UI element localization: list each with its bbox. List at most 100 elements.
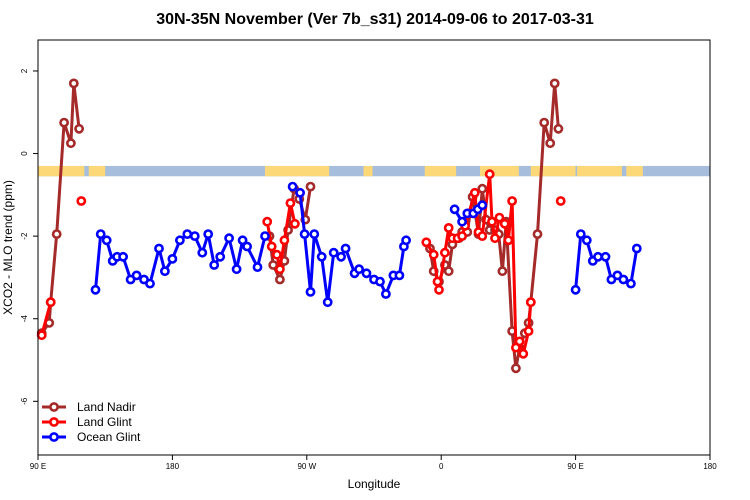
data-point <box>507 196 517 206</box>
data-point <box>174 235 185 246</box>
data-point <box>484 169 495 180</box>
legend-marker <box>49 402 59 412</box>
y-tick-label: -2 <box>20 232 29 240</box>
data-point <box>443 222 454 233</box>
data-point <box>189 231 200 241</box>
data-point <box>477 183 488 194</box>
data-point <box>237 235 248 246</box>
data-point <box>570 284 581 295</box>
data-point <box>549 78 560 89</box>
land-band-segment <box>626 165 643 177</box>
data-point <box>421 237 432 248</box>
x-axis: 90 E 180 90 W 0 90 E 180 <box>30 455 717 471</box>
data-point <box>575 229 586 239</box>
data-point <box>268 260 279 270</box>
data-point <box>305 286 316 297</box>
data-point <box>401 235 411 246</box>
data-point <box>532 229 543 239</box>
data-point <box>328 247 339 258</box>
data-point <box>354 264 364 275</box>
data-point <box>36 330 47 341</box>
data-point <box>316 251 327 262</box>
data-point <box>90 284 101 295</box>
data-point <box>618 274 629 285</box>
data-point <box>497 266 508 277</box>
data-point <box>449 204 460 215</box>
series-line <box>40 301 53 336</box>
legend-marker <box>49 432 59 442</box>
data-point <box>101 235 112 246</box>
legend-label: Land Nadir <box>77 400 136 414</box>
data-point <box>518 348 529 359</box>
series-land-glint <box>36 169 566 359</box>
data-point <box>154 243 164 254</box>
data-point <box>457 231 467 241</box>
y-tick-label: 2 <box>20 68 29 73</box>
data-point <box>523 326 534 336</box>
data-point <box>361 268 372 279</box>
data-point <box>340 243 351 254</box>
land-band-segment <box>363 165 373 177</box>
legend-label: Land Glint <box>77 415 132 429</box>
data-point <box>209 260 220 270</box>
data-point <box>539 117 550 128</box>
data-point <box>631 243 642 254</box>
data-point <box>309 229 320 239</box>
data-point <box>593 251 603 262</box>
data-point <box>252 262 263 272</box>
data-point <box>322 297 333 308</box>
data-point <box>380 289 391 299</box>
data-point <box>494 212 505 223</box>
data-point <box>51 229 62 239</box>
x-tick-label: 180 <box>703 462 717 471</box>
x-tick-label: 0 <box>439 462 444 471</box>
data-point <box>287 181 298 192</box>
data-point <box>260 231 270 241</box>
data-point <box>76 196 87 206</box>
data-point <box>285 198 296 208</box>
data-point <box>266 241 277 252</box>
data-point <box>224 233 234 244</box>
data-point <box>581 235 592 246</box>
data-point <box>118 251 128 262</box>
legend-label: Ocean Glint <box>77 430 141 444</box>
y-axis-label: XCO2 - MLO trend (ppm) <box>1 180 15 315</box>
data-point <box>74 123 84 134</box>
data-point <box>95 229 106 239</box>
data-point <box>555 196 566 206</box>
data-point <box>477 231 488 241</box>
x-tick-label: 90 E <box>567 462 583 471</box>
data-point <box>68 78 79 89</box>
data-point <box>289 218 300 229</box>
data-point <box>490 233 500 244</box>
data-point <box>394 270 405 281</box>
data-point <box>295 187 305 198</box>
data-point <box>242 241 252 252</box>
data-point <box>511 363 521 374</box>
land-band-segment <box>530 165 576 177</box>
data-point <box>203 229 214 239</box>
data-point <box>167 253 178 264</box>
data-point <box>215 251 226 262</box>
data-point <box>45 297 56 308</box>
data-point <box>182 229 193 239</box>
data-point <box>432 276 443 287</box>
ocean-band <box>38 165 710 177</box>
data-point <box>434 284 444 295</box>
x-tick-label: 180 <box>166 462 180 471</box>
data-point <box>231 264 242 275</box>
legend-marker <box>49 417 59 427</box>
y-tick-label: -4 <box>20 315 29 323</box>
data-point <box>487 216 497 227</box>
data-point <box>145 278 155 289</box>
data-point <box>428 249 439 260</box>
data-point <box>443 266 454 277</box>
data-point <box>197 247 208 258</box>
land-ocean-band <box>38 165 710 177</box>
data-point <box>514 336 525 347</box>
y-tick-label: -6 <box>20 397 29 405</box>
data-point <box>525 297 536 308</box>
y-tick-label: 0 <box>20 151 29 156</box>
